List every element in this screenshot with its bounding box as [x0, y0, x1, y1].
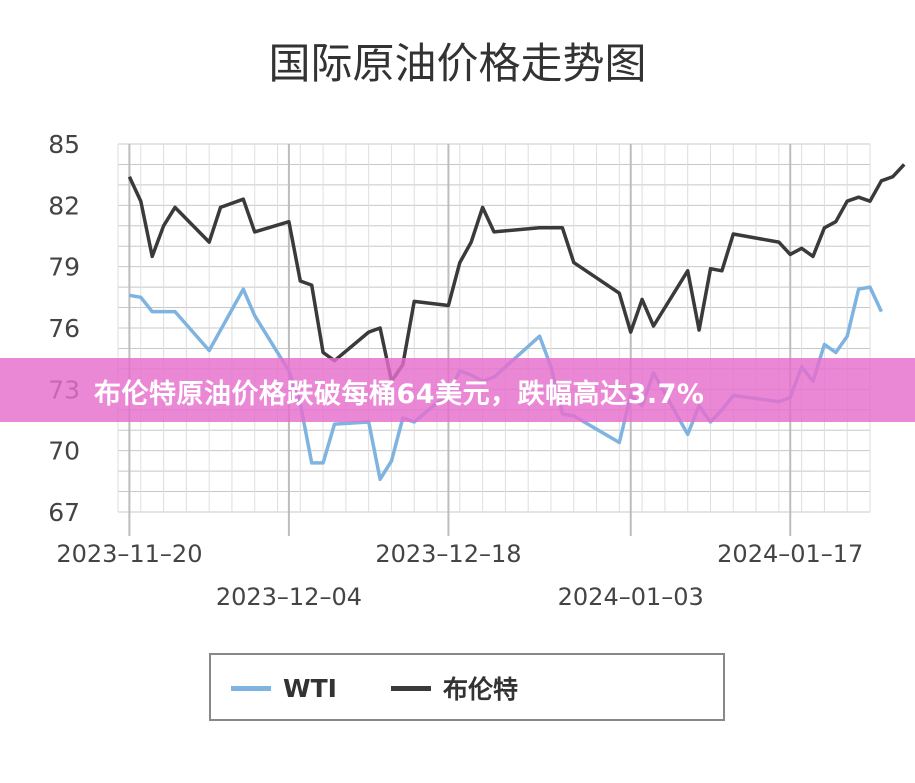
news-banner: 布伦特原油价格跌破每桶64美元，跌幅高达3.7%: [0, 358, 915, 422]
legend-swatch-wti: [231, 685, 271, 691]
legend-item-wti: WTI: [231, 673, 337, 703]
y-tick-label: 76: [48, 314, 80, 343]
banner-text: 布伦特原油价格跌破每桶64美元，跌幅高达3.7%: [94, 379, 705, 410]
chart-legend: WTI 布伦特: [209, 653, 725, 721]
series-line-brent: [127, 163, 906, 383]
x-tick-label: 2023–12–18: [375, 540, 521, 568]
legend-item-brent: 布伦特: [391, 673, 519, 704]
x-tick-label: 2023–11–20: [56, 540, 202, 568]
x-tick-label: 2024–01–17: [717, 540, 863, 568]
y-tick-label: 79: [48, 253, 80, 282]
legend-label-brent: 布伦特: [443, 675, 519, 704]
y-tick-label: 70: [48, 437, 80, 466]
legend-swatch-brent: [391, 685, 431, 691]
y-tick-label: 82: [48, 191, 80, 220]
chart-title: 国际原油价格走势图: [268, 39, 647, 88]
grid: [117, 143, 871, 536]
series: [127, 163, 906, 482]
y-tick-label: 67: [48, 498, 80, 527]
y-tick-label: 85: [48, 130, 80, 159]
legend-label-wti: WTI: [283, 673, 337, 703]
x-tick-label: 2024–01–03: [558, 583, 704, 611]
x-tick-label: 2023–12–04: [216, 583, 362, 611]
